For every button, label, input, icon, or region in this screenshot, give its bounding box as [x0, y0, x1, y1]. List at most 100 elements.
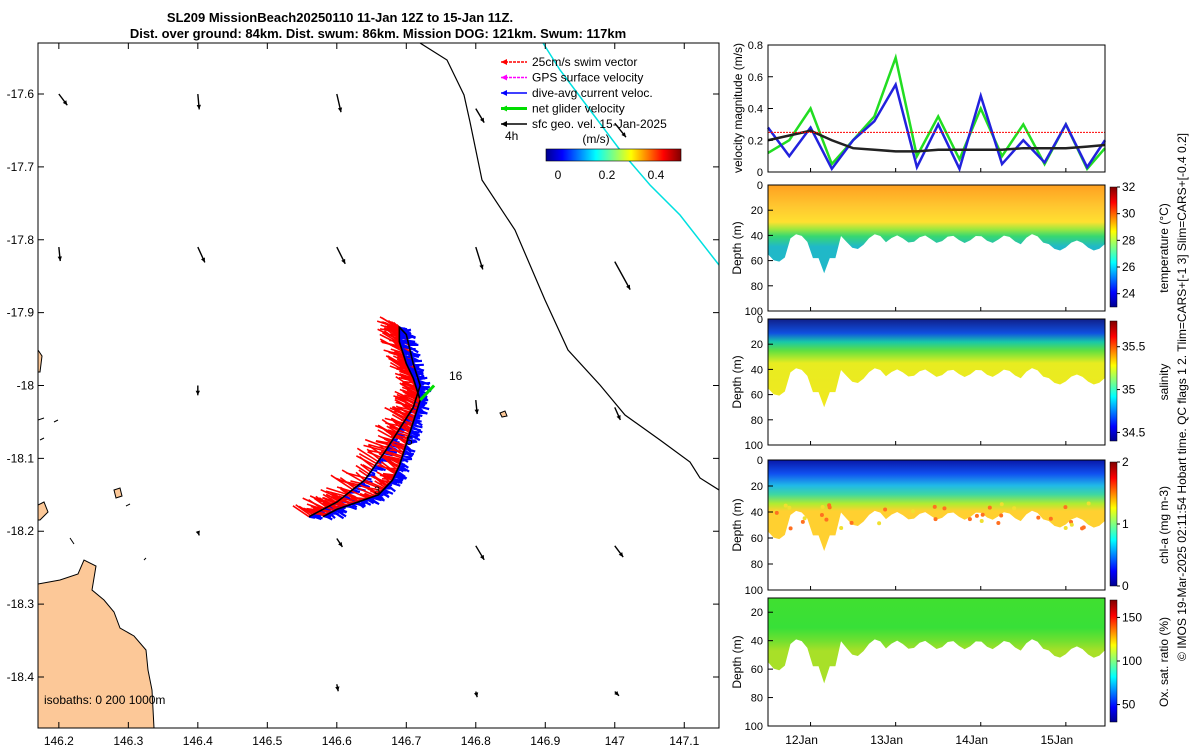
swim-vector: [392, 440, 407, 447]
geo-arrowhead: [338, 541, 343, 547]
legend-label: dive-avg current veloc.: [532, 86, 653, 100]
geo-arrowhead: [616, 414, 621, 420]
current-vector: [400, 345, 411, 350]
oxygen-field: [768, 598, 1105, 684]
swim-vector: [387, 429, 410, 437]
geo-arrowhead: [626, 284, 631, 290]
swim-vector: [326, 487, 347, 496]
temperature-ctick-label: 24: [1122, 287, 1136, 301]
temperature-ytick-label: 20: [751, 205, 763, 217]
chl-sample-dot: [824, 517, 829, 522]
velocity-series-line: [766, 81, 1107, 173]
swim-vector: [408, 393, 420, 404]
current-vector: [370, 470, 376, 476]
chl-sample-dot: [1069, 522, 1074, 527]
swim-vector: [383, 438, 405, 451]
oxygen-ctick-label: 150: [1122, 610, 1142, 624]
chl-sample-dot: [1086, 501, 1091, 506]
swim-vector: [345, 472, 367, 479]
current-vector: [402, 351, 409, 356]
swim-vector: [399, 421, 412, 431]
swim-vector: [308, 499, 330, 515]
current-vector: [408, 346, 419, 354]
salinity-cbar-label: salinity: [1157, 364, 1171, 401]
oxygen-section-panel: 20 40 60 80 100 Depth (m) 50 100 150 Ox. sat. rat…: [730, 597, 1171, 733]
swim-vector: [374, 480, 386, 489]
velocity-ylabel: velocity magnitude (m/s): [731, 43, 745, 173]
map-ytick-label: -17.9: [7, 306, 35, 320]
swim-vector: [390, 348, 404, 354]
swim-vector: [392, 360, 412, 374]
title-line2: Dist. over ground: 84km. Dist. swum: 86k…: [130, 26, 626, 41]
current-vector: [412, 423, 423, 429]
map-xtick-label: 146.2: [44, 734, 74, 748]
swim-vector: [363, 479, 385, 490]
oxygen-ytick-label: 60: [751, 664, 763, 676]
chl-a-field: [768, 460, 1105, 551]
current-vector: [402, 455, 412, 459]
chl-sample-dot: [774, 510, 779, 515]
swim-vector: [396, 409, 414, 423]
chl-a-ylabel: Depth (m): [730, 498, 744, 551]
map-xtick-label: 146.7: [391, 734, 421, 748]
current-vector: [360, 482, 371, 489]
chl-sample-dot: [1086, 519, 1091, 524]
swim-vector: [356, 455, 376, 467]
velocity-ytick-label: 0.4: [748, 104, 763, 116]
temperature-colorbar: [1109, 186, 1118, 308]
time-tick-label: 13Jan: [870, 733, 903, 747]
current-vector: [386, 448, 398, 454]
current-vector: [413, 420, 422, 424]
chl-sample-dot: [942, 506, 947, 511]
chl-a-ytick-label: 20: [751, 481, 763, 493]
net-glider-vector: [419, 384, 436, 402]
current-vector: [370, 496, 382, 502]
geo-arrowhead: [57, 256, 62, 262]
map-axis-ticks: 146.2 146.3 146.4 146.5 146.6 146.7 146.8 146.9…: [7, 43, 719, 748]
swim-vector: [381, 474, 391, 483]
swim-vector: [358, 469, 369, 477]
map-legend: 25cm/s swim vector GPS surface velocitydi…: [501, 55, 667, 131]
chl-sample-dot: [849, 520, 854, 525]
swim-vector: [336, 486, 351, 492]
swim-vector: [385, 459, 398, 471]
swim-vector: [339, 479, 359, 486]
swim-vector: [345, 492, 359, 503]
chl-sample-dot: [967, 517, 972, 522]
current-vector: [352, 488, 360, 494]
oxygen-ctick-label: 100: [1122, 654, 1142, 668]
salinity-panel-frame: [767, 318, 1106, 446]
time-axis: 12Jan 13Jan 14Jan 15Jan: [785, 733, 1073, 747]
current-vector: [365, 477, 372, 481]
legend-arrowhead: [501, 121, 507, 127]
swim-vector: [376, 461, 396, 475]
swim-vector: [402, 404, 417, 415]
swim-vector: [396, 355, 408, 366]
velocity-series-line: [767, 129, 1106, 153]
chl-sample-dot: [1012, 506, 1017, 511]
salinity-ytick-label: 80: [751, 415, 763, 427]
current-vector: [399, 332, 406, 336]
swim-vector: [394, 390, 416, 402]
salinity-ytick-label: 0: [757, 314, 763, 326]
legend-label: net glider velocity: [532, 102, 625, 116]
swim-vector: [399, 396, 418, 411]
chl-sample-dot: [933, 517, 938, 522]
current-vector: [392, 478, 403, 483]
swim-vector: [295, 504, 312, 517]
temperature-ctick-label: 28: [1122, 233, 1136, 247]
salinity-field: [768, 319, 1105, 408]
chl-sample-dot: [839, 526, 844, 531]
velocity-ytick-label: 0: [757, 167, 763, 179]
coastline-land: [38, 559, 155, 728]
current-vector: [399, 336, 408, 340]
swim-vector: [401, 426, 411, 434]
chl-sample-dot: [996, 521, 1001, 526]
legend-arrowhead: [501, 90, 507, 96]
swim-vector: [399, 372, 416, 386]
time-tick-label: 12Jan: [785, 733, 818, 747]
swim-vector: [380, 461, 397, 474]
swim-vector: [374, 475, 388, 487]
chl-a-ctick-label: 1: [1122, 517, 1129, 531]
chl-sample-dot: [883, 507, 888, 512]
